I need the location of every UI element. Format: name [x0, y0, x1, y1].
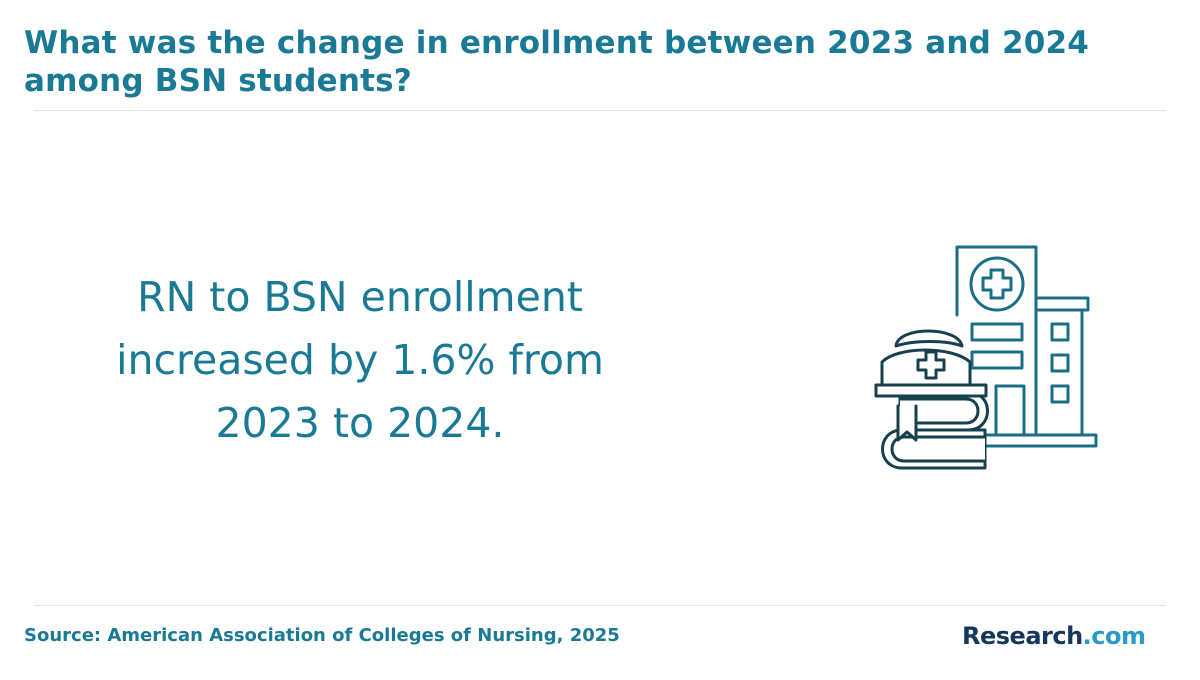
research-com-logo: Research.com	[962, 620, 1146, 652]
footer-divider	[34, 605, 1166, 606]
page-title: What was the change in enrollment betwee…	[24, 25, 1090, 99]
logo-tld-text: .com	[1082, 622, 1146, 650]
hospital-nurse-cap-books-icon	[862, 240, 1107, 480]
logo-brand-text: Research	[962, 622, 1083, 650]
header-divider	[34, 110, 1166, 111]
source-citation: Source: American Association of Colleges…	[24, 625, 620, 646]
key-statement: RN to BSN enrollment increased by 1.6% f…	[116, 273, 604, 447]
